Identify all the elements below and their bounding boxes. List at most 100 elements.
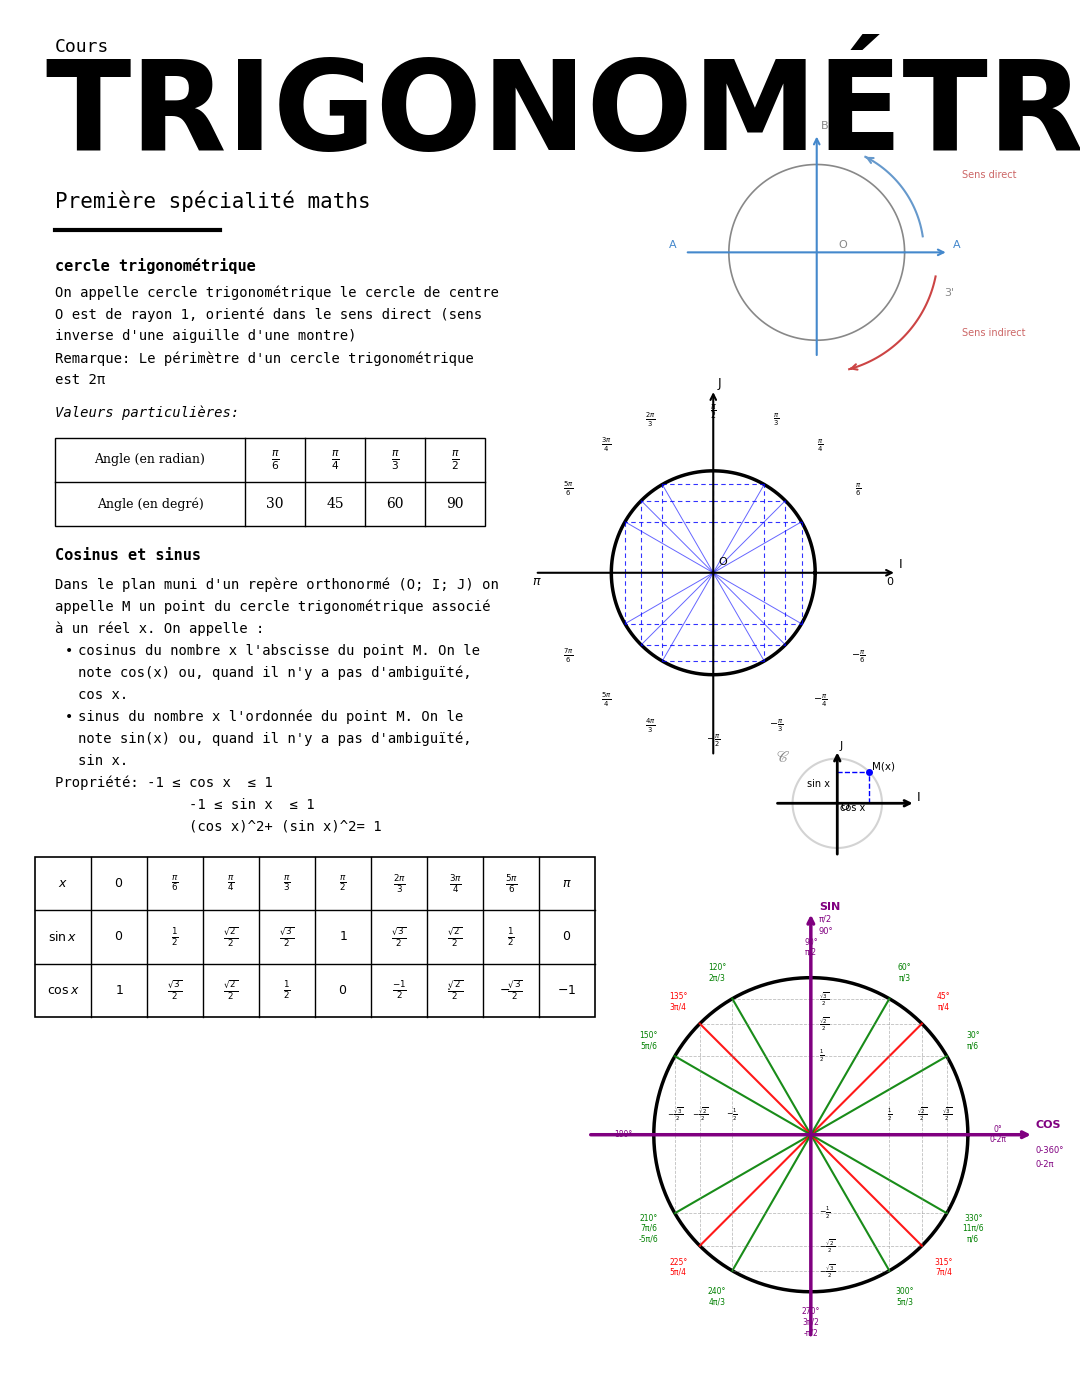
Text: $-\frac{1}{2}$: $-\frac{1}{2}$ [727,1106,739,1123]
Text: sin x: sin x [807,780,831,789]
Text: M(x): M(x) [872,761,895,771]
Text: 270°
3π/2
-π/2: 270° 3π/2 -π/2 [801,1308,820,1337]
Text: sin x.: sin x. [78,754,129,768]
Text: 45°
π/4: 45° π/4 [936,992,950,1011]
Text: $\frac{\pi}{2}$: $\frac{\pi}{2}$ [450,448,459,472]
Text: 45: 45 [326,497,343,511]
Text: 0°
0-2π: 0° 0-2π [989,1125,1007,1144]
Text: $\frac{1}{2}$: $\frac{1}{2}$ [172,926,179,949]
Text: $\frac{2\pi}{3}$: $\frac{2\pi}{3}$ [392,873,405,894]
Text: I: I [917,791,920,803]
Text: $\frac{\sqrt{2}}{2}$: $\frac{\sqrt{2}}{2}$ [224,979,239,1002]
Text: $\frac{\sqrt{3}}{2}$: $\frac{\sqrt{3}}{2}$ [819,989,829,1007]
Text: $\frac{3\pi}{4}$: $\frac{3\pi}{4}$ [448,873,461,894]
Text: $\pi$: $\pi$ [563,877,571,890]
Text: $\frac{\sqrt{2}}{2}$: $\frac{\sqrt{2}}{2}$ [224,925,239,949]
Text: $\frac{\sqrt{3}}{2}$: $\frac{\sqrt{3}}{2}$ [167,979,183,1002]
Text: 3': 3' [944,288,955,299]
Text: 150°
5π/6: 150° 5π/6 [639,1031,658,1051]
Text: $\frac{\pi}{2}$: $\frac{\pi}{2}$ [339,875,347,893]
Text: sinus du nombre x l'ordonnée du point M. On le: sinus du nombre x l'ordonnée du point M.… [78,710,463,725]
Text: $-\frac{\pi}{4}$: $-\frac{\pi}{4}$ [813,692,827,708]
Text: cos x.: cos x. [78,687,129,703]
Text: $-\frac{\pi}{6}$: $-\frac{\pi}{6}$ [851,648,865,665]
Text: $0$: $0$ [338,983,348,997]
Text: cosinus du nombre x l'abscisse du point M. On le: cosinus du nombre x l'abscisse du point … [78,644,480,658]
Text: $-\frac{\sqrt{2}}{2}$: $-\frac{\sqrt{2}}{2}$ [819,1236,836,1255]
Text: 225°
5π/4: 225° 5π/4 [670,1257,687,1277]
Text: Valeurs particulières:: Valeurs particulières: [55,405,240,419]
Text: $\frac{4\pi}{3}$: $\frac{4\pi}{3}$ [645,717,656,735]
Text: $-\frac{\sqrt{2}}{2}$: $-\frac{\sqrt{2}}{2}$ [691,1105,708,1123]
Text: J: J [717,377,721,390]
Text: cercle trigonométrique: cercle trigonométrique [55,258,256,274]
Text: O est de rayon 1, orienté dans le sens direct (sens: O est de rayon 1, orienté dans le sens d… [55,307,482,321]
Text: 0-2π: 0-2π [1036,1160,1054,1169]
Text: $0$: $0$ [563,930,571,943]
Text: O: O [718,556,727,567]
Text: $\frac{\pi}{3}$: $\frac{\pi}{3}$ [773,412,780,429]
Text: 210°
7π/6
-5π/6: 210° 7π/6 -5π/6 [638,1214,659,1243]
Text: I: I [899,557,903,570]
Text: 60: 60 [387,497,404,511]
Text: (cos x)^2+ (sin x)^2= 1: (cos x)^2+ (sin x)^2= 1 [55,820,381,834]
Text: 180°: 180° [615,1130,633,1139]
Text: $\frac{\pi}{4}$: $\frac{\pi}{4}$ [227,875,234,893]
Text: $\frac{\sqrt{2}}{2}$: $\frac{\sqrt{2}}{2}$ [819,1014,829,1032]
Text: $-\frac{\sqrt{3}}{2}$: $-\frac{\sqrt{3}}{2}$ [666,1105,683,1123]
Text: $\frac{\pi}{2}$: $\frac{\pi}{2}$ [710,402,717,420]
Text: $\frac{1}{2}$: $\frac{1}{2}$ [508,926,515,949]
Text: $-\!\frac{\sqrt{3}}{2}$: $-\!\frac{\sqrt{3}}{2}$ [499,979,523,1002]
Text: 0: 0 [887,577,893,587]
Text: $x$: $x$ [58,877,68,890]
Text: $\frac{5\pi}{4}$: $\frac{5\pi}{4}$ [600,692,611,710]
Text: appelle M un point du cercle trigonométrique associé: appelle M un point du cercle trigonométr… [55,599,490,615]
Text: $\frac{3\pi}{4}$: $\frac{3\pi}{4}$ [600,436,611,454]
Text: π/2: π/2 [819,915,832,923]
Text: 30°
π/6: 30° π/6 [967,1031,980,1051]
Text: $\frac{5\pi}{6}$: $\frac{5\pi}{6}$ [564,481,573,499]
Text: $\frac{2\pi}{3}$: $\frac{2\pi}{3}$ [645,411,656,429]
Text: $\pi$: $\pi$ [531,576,541,588]
Text: •: • [65,710,73,724]
Text: $\frac{1}{2}$: $\frac{1}{2}$ [819,1048,824,1065]
Text: 30: 30 [267,497,284,511]
Text: 135°
3π/4: 135° 3π/4 [670,992,688,1011]
Text: J: J [839,740,842,750]
Text: TRIGONOMÉTRIE: TRIGONOMÉTRIE [45,54,1080,176]
Text: $0$: $0$ [114,930,123,943]
Bar [55,439,485,527]
Text: 90°
π/2: 90° π/2 [804,937,818,957]
Text: A: A [953,240,960,250]
Text: $\sin x$: $\sin x$ [49,930,78,944]
Text: 0-360°: 0-360° [1036,1146,1064,1155]
Text: Angle (en degré): Angle (en degré) [96,497,203,511]
Text: note cos(x) ou, quand il n'y a pas d'ambiguïté,: note cos(x) ou, quand il n'y a pas d'amb… [78,666,472,680]
Text: $\frac{\pi}{6}$: $\frac{\pi}{6}$ [271,448,280,472]
Text: SIN: SIN [819,902,840,912]
Text: Cours: Cours [55,38,109,56]
Text: $1$: $1$ [114,983,123,997]
Text: $\frac{\sqrt{3}}{2}$: $\frac{\sqrt{3}}{2}$ [391,925,407,949]
Text: •: • [65,644,73,658]
Text: Dans le plan muni d'un repère orthonormé (O; I; J) on: Dans le plan muni d'un repère orthonormé… [55,578,499,592]
Text: Remarque: Le périmètre d'un cercle trigonométrique: Remarque: Le périmètre d'un cercle trigo… [55,351,474,366]
Text: $\frac{\pi}{4}$: $\frac{\pi}{4}$ [330,448,339,472]
Text: Sens indirect: Sens indirect [961,328,1025,338]
Text: 315°
7π/4: 315° 7π/4 [934,1257,953,1277]
Text: note sin(x) ou, quand il n'y a pas d'ambiguïté,: note sin(x) ou, quand il n'y a pas d'amb… [78,732,472,746]
Text: $-\frac{\sqrt{3}}{2}$: $-\frac{\sqrt{3}}{2}$ [819,1261,836,1280]
Text: Première spécialité maths: Première spécialité maths [55,190,370,211]
Text: 300°
5π/3: 300° 5π/3 [895,1288,914,1306]
Text: $\frac{\sqrt{2}}{2}$: $\frac{\sqrt{2}}{2}$ [447,925,462,949]
Text: COS: COS [1036,1119,1062,1130]
Text: Sens direct: Sens direct [961,169,1016,180]
Text: $\frac{\pi}{6}$: $\frac{\pi}{6}$ [855,481,861,497]
Text: $\frac{-1}{2}$: $\frac{-1}{2}$ [392,979,406,1002]
Bar [35,856,595,1017]
Text: cos x: cos x [840,803,866,813]
Text: à un réel x. On appelle :: à un réel x. On appelle : [55,622,265,637]
Text: $\frac{1}{2}$: $\frac{1}{2}$ [887,1106,892,1123]
Text: inverse d'une aiguille d'une montre): inverse d'une aiguille d'une montre) [55,330,356,344]
Text: $-\frac{\pi}{2}$: $-\frac{\pi}{2}$ [706,732,720,749]
